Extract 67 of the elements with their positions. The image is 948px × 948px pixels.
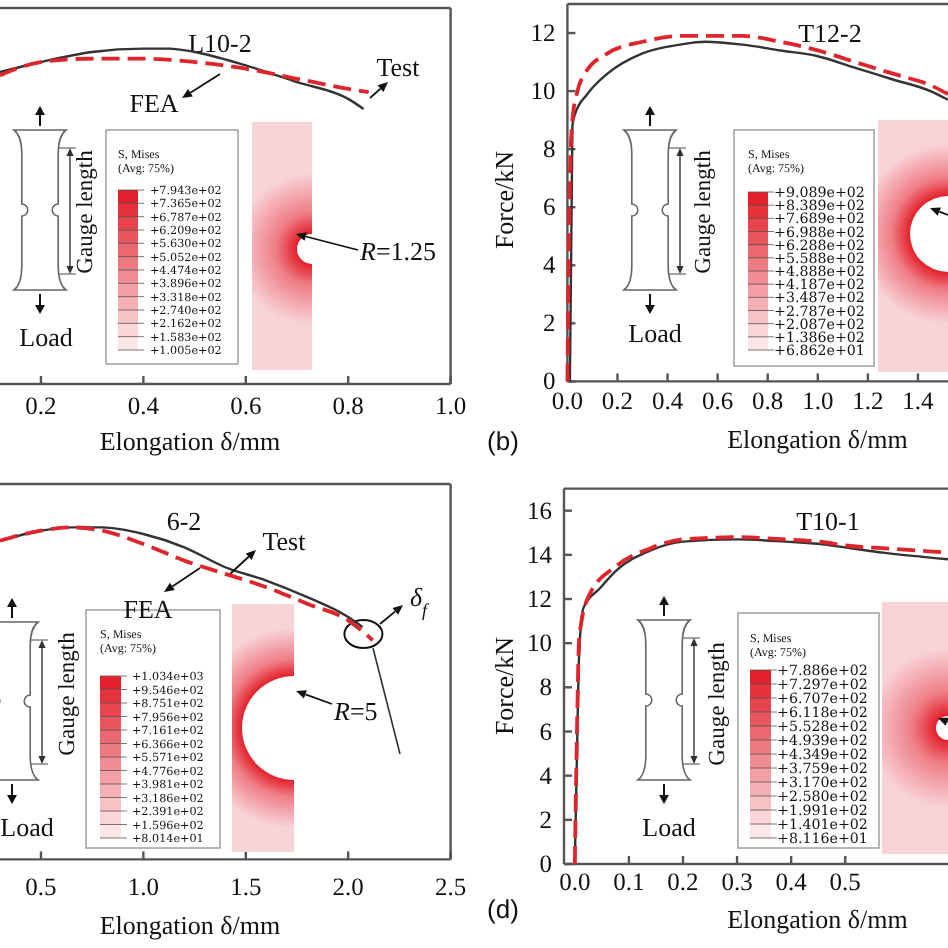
x-axis-title: Elongation δ/mm: [727, 904, 908, 934]
series-label: FEA: [129, 88, 180, 118]
annotation: Gauge length: [706, 641, 731, 766]
annotation: Gauge length: [74, 149, 99, 274]
y-tick-label: 0: [542, 367, 556, 396]
y-tick-label: 8: [542, 135, 556, 164]
annotation: R=5: [332, 696, 378, 726]
annotation: Gauge length: [56, 631, 81, 756]
x-tick-label: 1.4: [902, 387, 936, 416]
x-axis-title: Elongation δ/mm: [727, 424, 908, 454]
x-tick-label: 0.4: [127, 391, 161, 420]
x-tick-label: 0.0: [559, 867, 591, 896]
x-tick-label: 0.5: [829, 867, 861, 896]
y-tick-label: 4: [542, 251, 557, 280]
annotation: δ$_{f}$: [410, 582, 431, 620]
x-tick-label: 0.2: [601, 387, 634, 416]
y-tick-label: 2: [542, 309, 556, 338]
x-tick-label: 2.5: [434, 873, 467, 902]
text: (d): [487, 894, 519, 924]
x-tick-label: 1.0: [802, 387, 834, 416]
text: (b): [487, 426, 519, 456]
annotation: Load: [628, 318, 683, 348]
y-tick-label: 16: [527, 496, 552, 525]
x-tick-label: 0.6: [230, 391, 262, 420]
y-tick-label: 10: [527, 629, 552, 658]
y-tick-label: 4: [539, 761, 554, 790]
y-tick-label: 6: [539, 717, 552, 746]
y-tick-label: 12: [530, 19, 556, 48]
x-tick-label: 2.0: [332, 873, 364, 902]
annotation: Load: [642, 812, 697, 842]
y-axis-title: Force/kN: [489, 635, 520, 736]
annotation: Gauge length: [692, 149, 717, 274]
y-tick-label: 14: [527, 540, 554, 569]
chart-title: 6-2: [166, 506, 202, 536]
x-axis-title: Elongation δ/mm: [99, 910, 281, 940]
chart-title: L10-2: [188, 28, 252, 58]
x-axis-title: Elongation δ/mm: [99, 426, 281, 456]
series-label: FEA: [123, 594, 174, 624]
x-tick-label: 0.5: [25, 873, 57, 902]
y-tick-label: 6: [542, 193, 556, 222]
y-tick-label: 10: [530, 77, 556, 106]
x-tick-label: 0.4: [775, 867, 809, 896]
x-tick-label: 0.3: [721, 867, 753, 896]
x-tick-label: 0.4: [651, 387, 685, 416]
x-tick-label: 1.5: [230, 873, 262, 902]
x-tick-label: 1.0: [434, 391, 467, 420]
y-tick-label: 2: [539, 805, 552, 834]
x-tick-label: 0.1: [613, 867, 645, 896]
annotation: Load: [19, 322, 74, 352]
annotation: Load: [0, 812, 55, 842]
x-tick-label: 0.8: [752, 387, 784, 416]
x-tick-label: 0.0: [551, 387, 584, 416]
series-label: Test: [262, 526, 307, 556]
x-tick-label: 1.0: [127, 873, 159, 902]
x-tick-label: 0.8: [332, 391, 364, 420]
x-tick-label: 1.2: [852, 387, 884, 416]
text: T12-2: [798, 18, 862, 48]
annotation: R=1.25: [358, 236, 437, 266]
y-axis-title: Force/kN: [489, 149, 520, 250]
y-tick-label: 8: [539, 673, 552, 702]
text: T10-1: [796, 506, 860, 536]
y-tick-label: 12: [527, 585, 552, 614]
x-tick-label: 0.2: [25, 391, 57, 420]
x-tick-label: 0.6: [702, 387, 734, 416]
series-label: Test: [376, 52, 421, 82]
y-tick-label: 0: [539, 850, 552, 878]
x-tick-label: 0.2: [667, 867, 699, 896]
